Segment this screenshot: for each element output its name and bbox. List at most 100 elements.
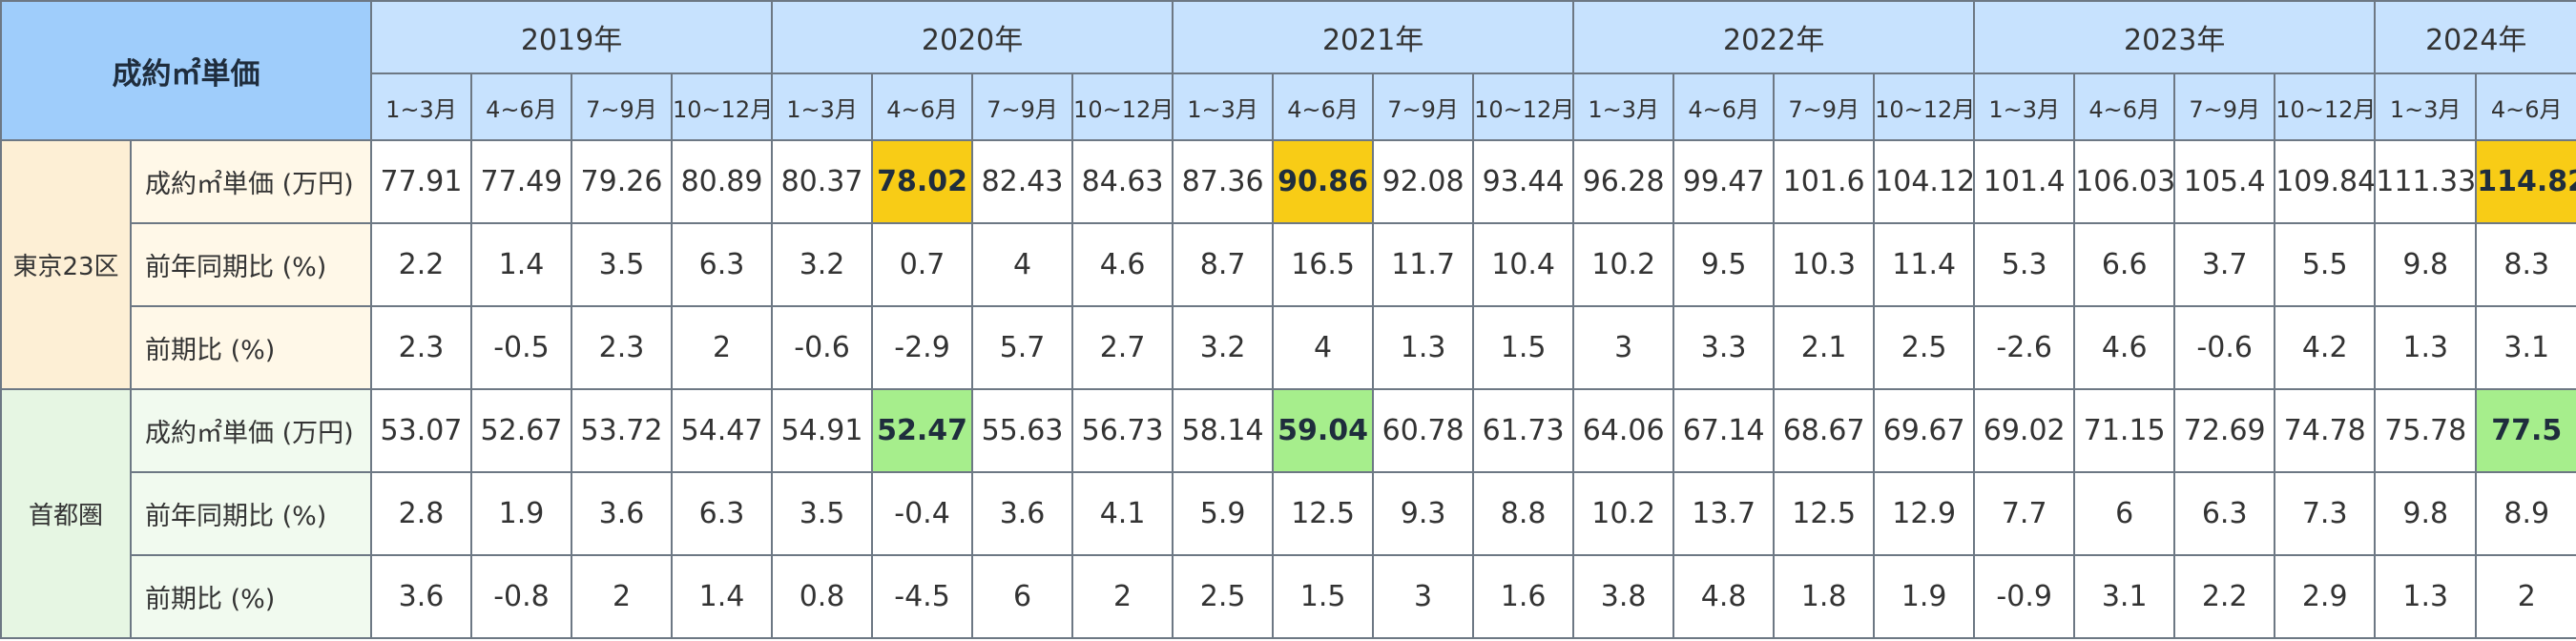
value-cell: 6 (2073, 471, 2176, 556)
region-label-tokyo: 東京23区 (0, 139, 132, 390)
value-cell: 77.49 (470, 139, 572, 224)
value-cell: 6 (971, 554, 1074, 639)
value-cell: 5.7 (971, 305, 1074, 390)
value-cell: 11.4 (1873, 222, 1976, 307)
value-cell: 0.8 (771, 554, 874, 639)
value-cell: 6.3 (670, 222, 774, 307)
table-row: 東京23区 成約㎡単価 (万円) 77.91 77.49 79.26 80.89 80.37… (0, 139, 2576, 390)
value-cell: 12.5 (1272, 471, 1375, 556)
value-cell: 52.67 (470, 388, 572, 473)
year-header-2019: 2019年 (369, 0, 774, 74)
quarter-header: 7~9月 (571, 72, 673, 141)
value-cell: -0.8 (470, 554, 572, 639)
value-cell: -0.5 (470, 305, 572, 390)
value-cell: 3.8 (1572, 554, 1675, 639)
value-cell: 3.5 (571, 222, 673, 307)
value-cell: 105.4 (2173, 139, 2276, 224)
value-cell: 2.2 (2173, 554, 2276, 639)
value-cell: 9.3 (1372, 471, 1475, 556)
table-body: 東京23区 成約㎡単価 (万円) 77.91 77.49 79.26 80.89 80.37… (0, 139, 2576, 639)
value-cell: 55.63 (971, 388, 1074, 473)
year-header-2020: 2020年 (771, 0, 1174, 74)
value-cell: 7.3 (2274, 471, 2377, 556)
quarter-header: 7~9月 (2173, 72, 2276, 141)
value-cell: 99.47 (1672, 139, 1776, 224)
value-cell: 3.2 (1172, 305, 1275, 390)
value-cell: 3.5 (771, 471, 874, 556)
value-cell: 2 (1071, 554, 1174, 639)
row-label: 成約㎡単価 (万円) (130, 388, 372, 473)
value-cell: 71.15 (2073, 388, 2176, 473)
value-cell: -2.9 (871, 305, 974, 390)
value-cell: 10.2 (1572, 222, 1675, 307)
value-cell: 11.7 (1372, 222, 1475, 307)
quarter-header: 1~3月 (370, 72, 472, 141)
value-cell: 3.3 (1672, 305, 1776, 390)
value-cell: 2 (670, 305, 774, 390)
value-cell: 3.7 (2173, 222, 2276, 307)
value-cell: 1.9 (470, 471, 572, 556)
value-cell: -0.6 (771, 305, 874, 390)
value-cell: 3.1 (2475, 305, 2576, 390)
value-cell: 79.26 (571, 139, 673, 224)
value-cell: -0.4 (871, 471, 974, 556)
value-cell: 4.2 (2274, 305, 2377, 390)
value-cell: 53.07 (370, 388, 472, 473)
quarter-header: 10~12月 (1873, 72, 1976, 141)
value-cell: 4.1 (1071, 471, 1174, 556)
row-label: 前期比 (%) (130, 305, 372, 390)
value-cell: 2 (2475, 554, 2576, 639)
value-cell: 67.14 (1672, 388, 1776, 473)
region-label-metro: 首都圏 (0, 388, 132, 639)
value-cell: 64.06 (1572, 388, 1675, 473)
year-header-2023: 2023年 (1973, 0, 2377, 74)
value-cell: 111.33 (2374, 139, 2478, 224)
value-cell: 2.5 (1172, 554, 1275, 639)
value-cell: 12.5 (1773, 471, 1876, 556)
quarter-header: 4~6月 (2073, 72, 2176, 141)
quarter-header: 10~12月 (2274, 72, 2377, 141)
value-cell: 4.8 (1672, 554, 1776, 639)
value-cell: 6.3 (670, 471, 774, 556)
value-cell: 82.43 (971, 139, 1074, 224)
value-cell: -2.6 (1973, 305, 2076, 390)
value-cell: 2.3 (571, 305, 673, 390)
highlighted-value-cell: 90.86 (1272, 139, 1375, 224)
value-cell: 3.2 (771, 222, 874, 307)
highlighted-value-cell: 59.04 (1272, 388, 1375, 473)
value-cell: 104.12 (1873, 139, 1976, 224)
value-cell: 56.73 (1071, 388, 1174, 473)
value-cell: 16.5 (1272, 222, 1375, 307)
value-cell: 8.8 (1472, 471, 1575, 556)
quarter-header: 7~9月 (1773, 72, 1876, 141)
table-row: 首都圏 成約㎡単価 (万円) 53.07 52.67 53.72 54.47 54.91 52… (0, 388, 2576, 639)
value-cell: 54.47 (670, 388, 774, 473)
value-cell: 1.5 (1272, 554, 1375, 639)
value-cell: 3.6 (971, 471, 1074, 556)
row-label: 前期比 (%) (130, 554, 372, 639)
value-cell: 5.9 (1172, 471, 1275, 556)
value-cell: 5.5 (2274, 222, 2377, 307)
row-label: 前年同期比 (%) (130, 471, 372, 556)
value-cell: 2.5 (1873, 305, 1976, 390)
value-cell: -4.5 (871, 554, 974, 639)
quarter-header: 4~6月 (470, 72, 572, 141)
value-cell: 1.3 (2374, 554, 2478, 639)
value-cell: 74.78 (2274, 388, 2377, 473)
value-cell: 10.3 (1773, 222, 1876, 307)
table-row: 前年同期比 (%) 2.2 1.4 3.5 6.3 3.2 0.7 4 4.6 8.7 16.5 11… (1, 222, 2576, 307)
value-cell: 1.4 (470, 222, 572, 307)
quarter-header: 4~6月 (1672, 72, 1776, 141)
value-cell: 0.7 (871, 222, 974, 307)
value-cell: 68.67 (1773, 388, 1876, 473)
value-cell: 8.7 (1172, 222, 1275, 307)
quarter-header: 1~3月 (1973, 72, 2076, 141)
highlighted-value-cell: 52.47 (871, 388, 974, 473)
value-cell: 3.6 (370, 554, 472, 639)
value-cell: 9.8 (2374, 471, 2478, 556)
value-cell: 7.7 (1973, 471, 2076, 556)
value-cell: 8.3 (2475, 222, 2576, 307)
quarter-header: 1~3月 (2374, 72, 2478, 141)
value-cell: 80.89 (670, 139, 774, 224)
